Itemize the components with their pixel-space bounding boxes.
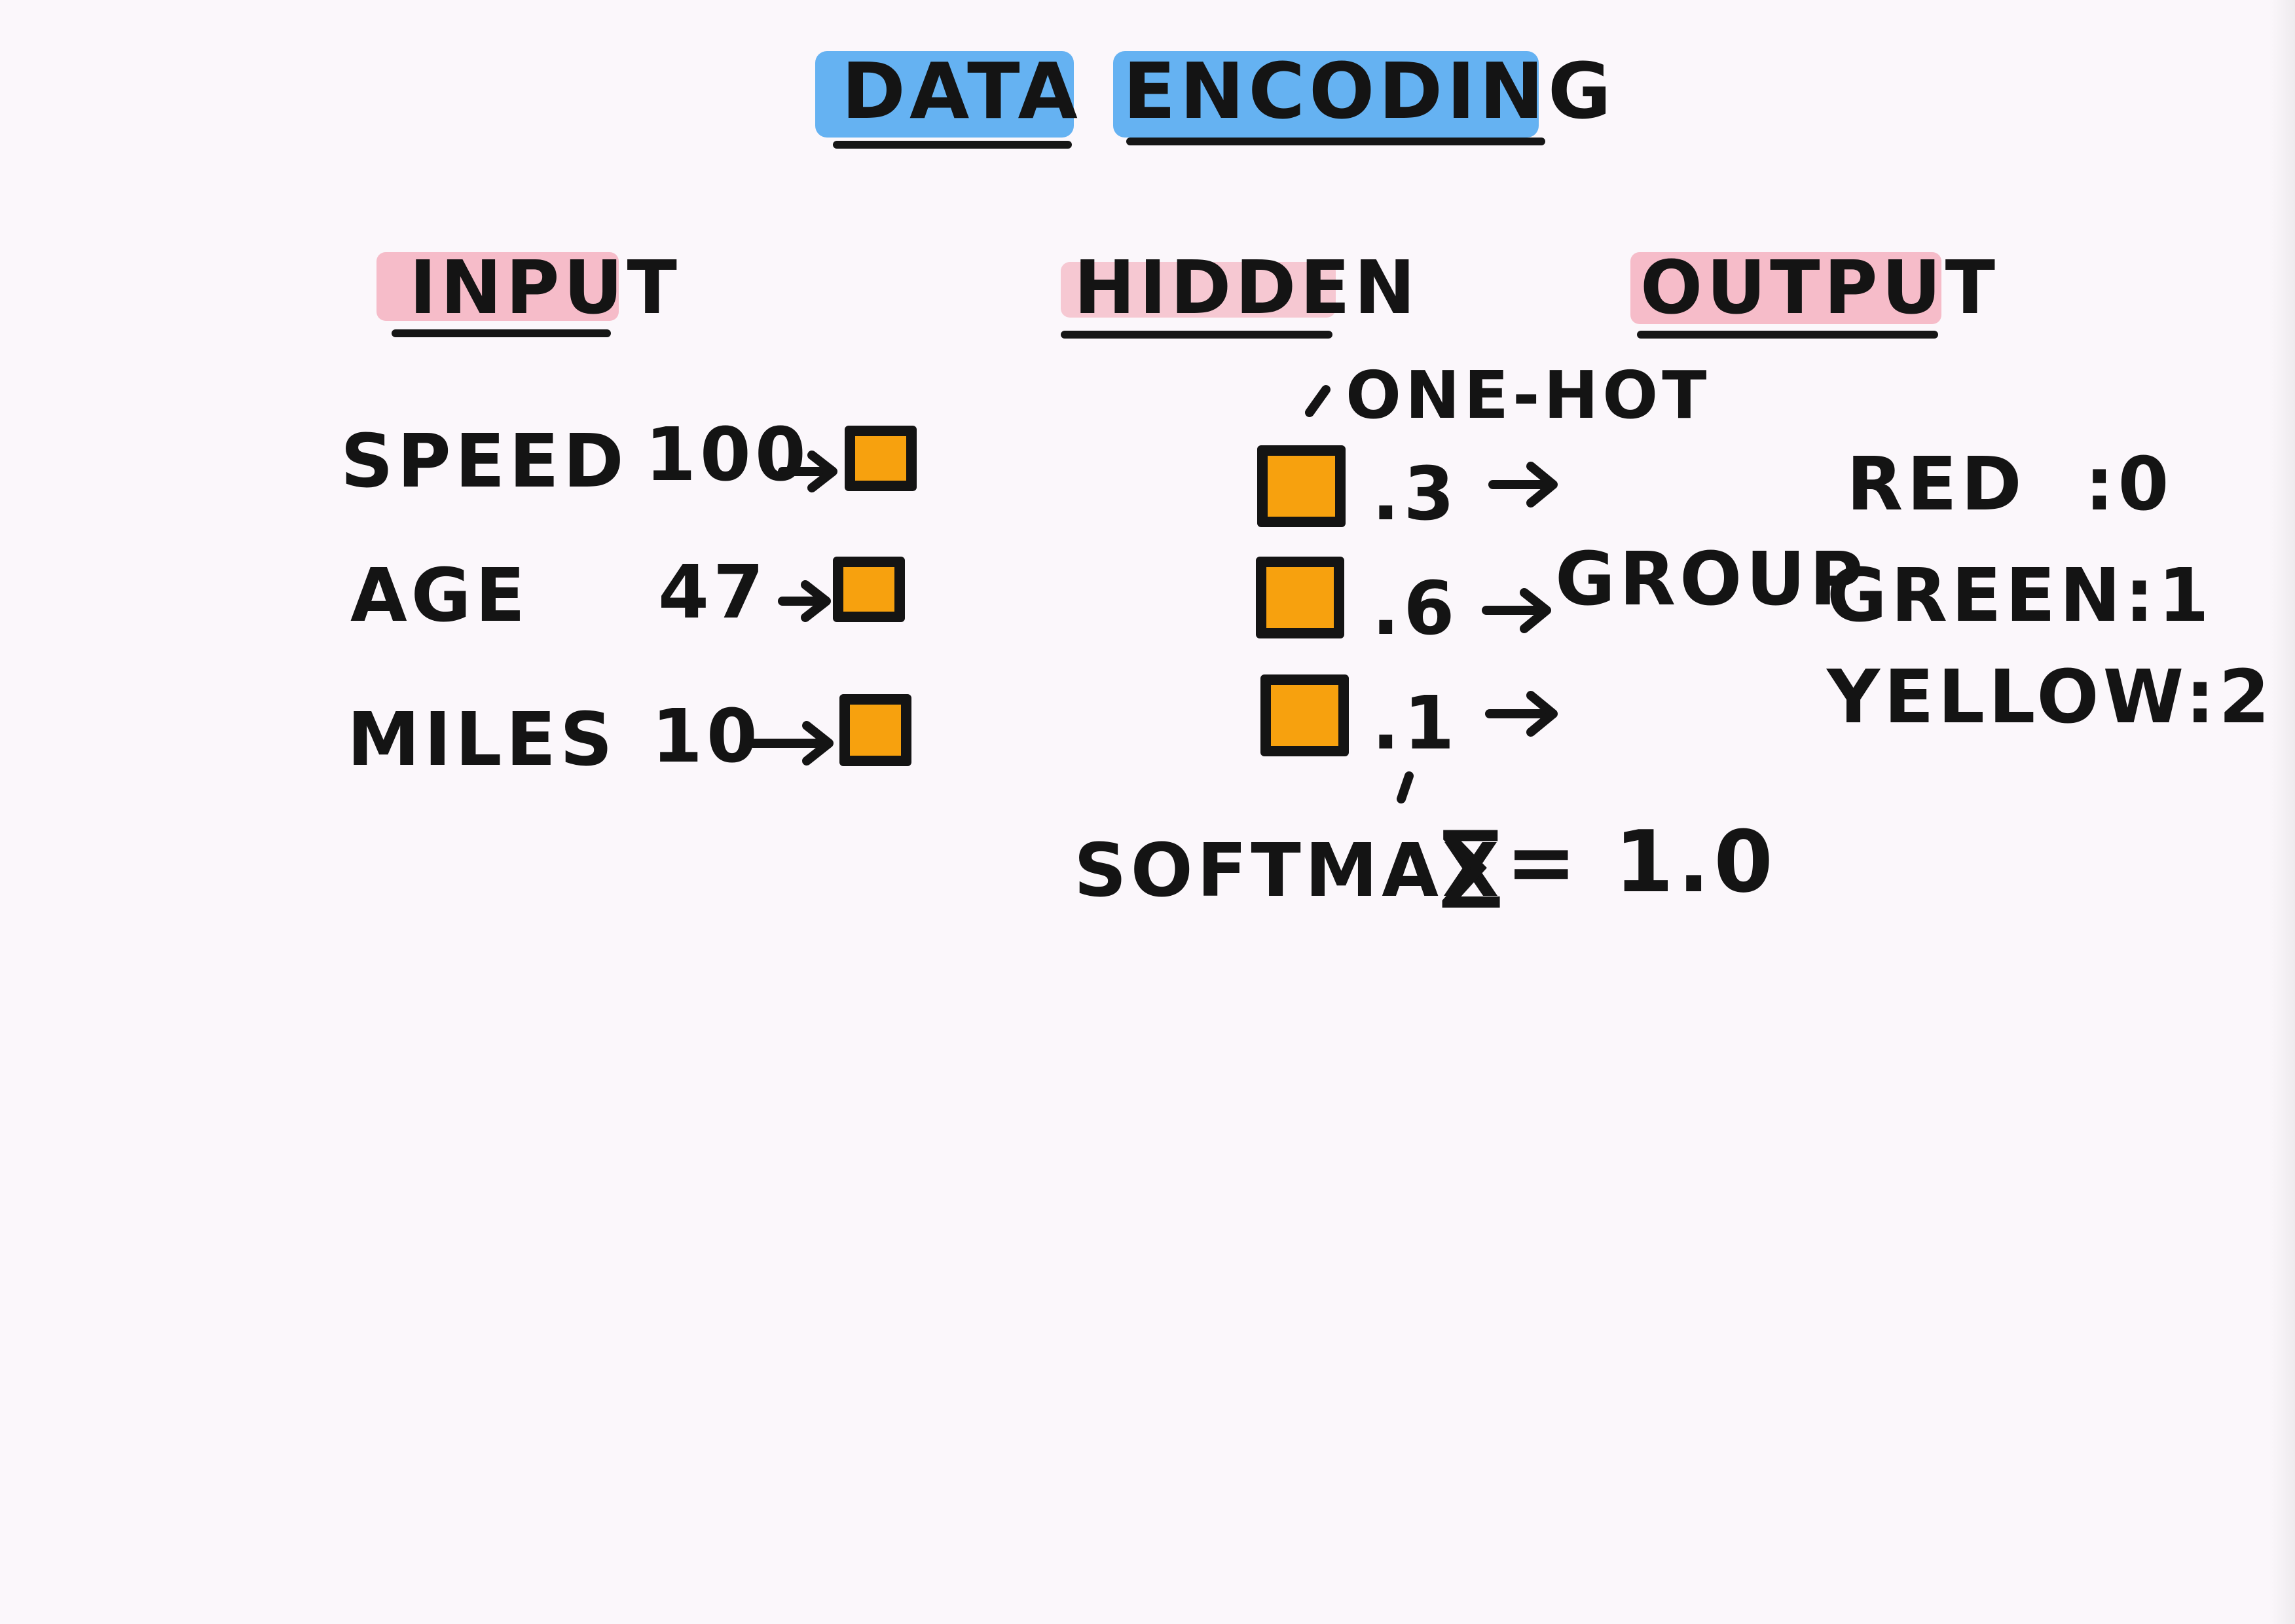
hidden-value-1: .3 [1372, 452, 1459, 537]
title-highlight-encoding [1113, 51, 1539, 138]
arrow-speed-to-node [778, 451, 837, 492]
arrow-hidden-3 [1485, 691, 1558, 737]
arrow-hidden-2 [1482, 588, 1551, 633]
section-highlight-hidden [1061, 262, 1336, 318]
title-data: DATA [841, 46, 1082, 136]
section-underline-hidden [1061, 331, 1332, 339]
softmax-label: SOFTMAX [1074, 828, 1503, 913]
arrow-hidden-1 [1488, 462, 1558, 507]
output-yellow: YELLOW:2 [1827, 655, 2274, 740]
section-output: OUTPUT [1640, 246, 1999, 331]
section-hidden: HIDDEN [1074, 246, 1420, 331]
hidden-value-3: .1 [1372, 681, 1459, 766]
paper-edge-shadow [2269, 0, 2295, 1624]
tick-softmax [1397, 771, 1414, 803]
title-underline-data [833, 141, 1072, 149]
hidden-value-2: .6 [1372, 566, 1459, 652]
section-highlight-input [376, 252, 619, 321]
hidden-node-2 [1256, 557, 1344, 638]
input-node-miles [839, 694, 911, 766]
output-green: GREEN:1 [1827, 553, 2213, 638]
section-input: INPUT [409, 246, 681, 331]
input-value-speed: 100 [645, 413, 810, 498]
section-highlight-output [1630, 252, 1941, 324]
arrow-age-to-node [778, 580, 831, 622]
hidden-annotation-one-hot: ONE-HOT [1346, 357, 1711, 434]
input-node-age [833, 557, 905, 622]
hidden-node-1 [1257, 445, 1346, 527]
input-label-speed: SPEED [340, 419, 628, 504]
output-red: RED :0 [1846, 442, 2173, 527]
input-label-age: AGE [350, 553, 530, 638]
group-label: GROUP [1555, 537, 1867, 622]
input-value-miles: 10 [652, 694, 762, 779]
input-value-age: 47 [658, 550, 768, 635]
section-underline-output [1637, 331, 1938, 339]
arrow-miles-to-node [748, 721, 834, 766]
section-underline-input [392, 329, 611, 337]
input-label-miles: MILES [347, 697, 617, 783]
title-encoding: ENCODING [1123, 46, 1615, 136]
title-underline-encoding [1126, 138, 1545, 145]
softmax-sum: ∑= 1.0 [1441, 812, 1777, 912]
tick-one-hot [1305, 385, 1331, 417]
title-highlight-data [815, 51, 1074, 138]
input-node-speed [845, 426, 917, 491]
hidden-node-3 [1260, 674, 1349, 756]
